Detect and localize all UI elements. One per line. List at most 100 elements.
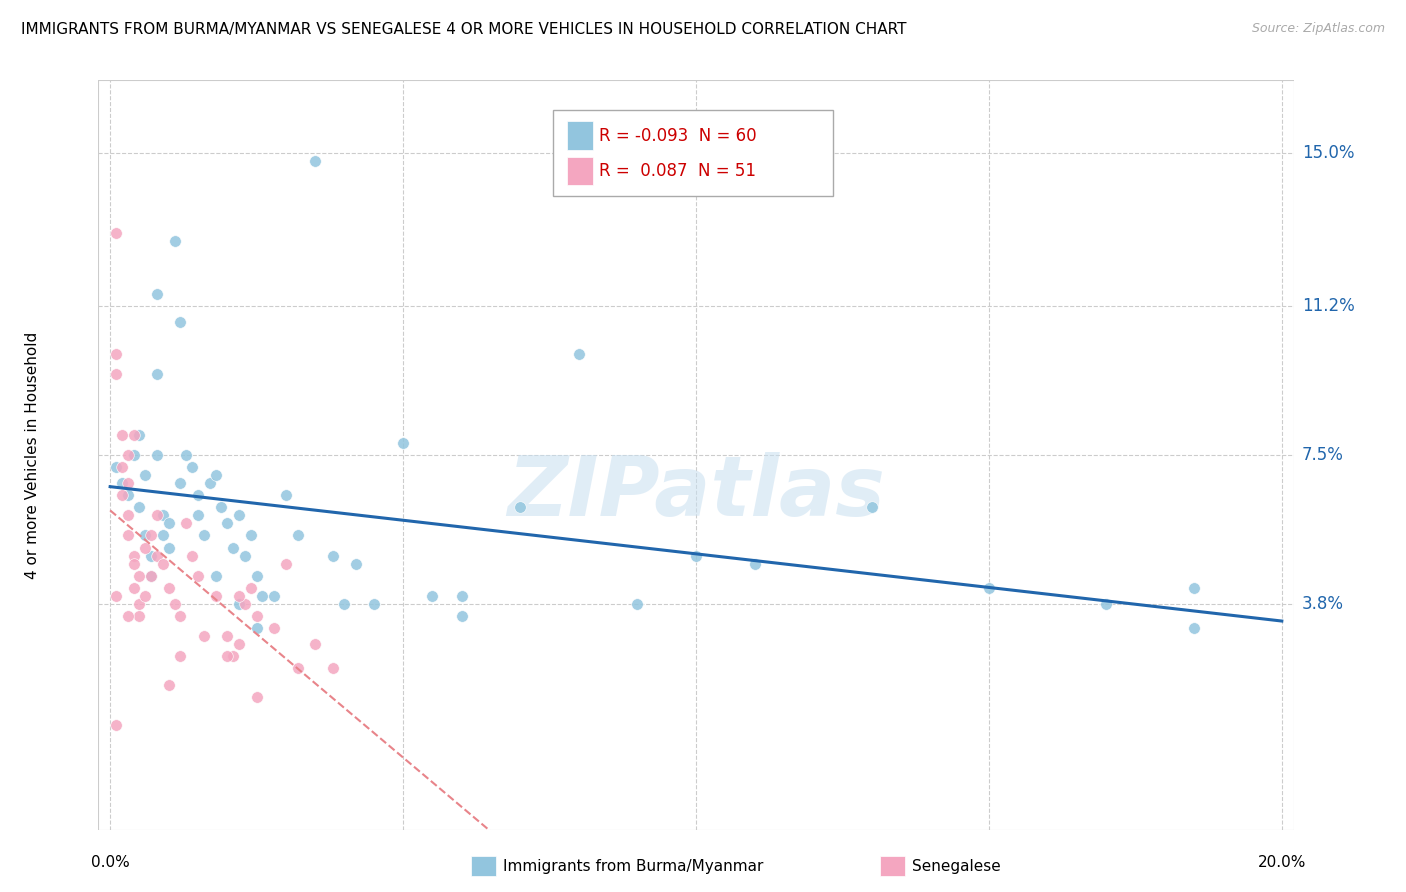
Point: [128, 427, 150, 442]
Point: [193, 528, 215, 542]
Text: 20.0%: 20.0%: [1257, 855, 1306, 870]
Text: 15.0%: 15.0%: [1302, 144, 1354, 161]
Point: [304, 637, 326, 651]
Point: [152, 528, 174, 542]
Point: [263, 621, 285, 635]
Point: [146, 448, 169, 462]
Point: [233, 597, 256, 611]
Point: [152, 508, 174, 523]
Point: [392, 435, 415, 450]
Point: [228, 637, 250, 651]
Point: [146, 549, 169, 563]
Point: [1095, 597, 1118, 611]
Point: [128, 568, 150, 582]
FancyBboxPatch shape: [567, 121, 593, 150]
Point: [217, 649, 239, 664]
Point: [304, 153, 326, 168]
Point: [626, 597, 648, 611]
Point: [252, 589, 274, 603]
Point: [141, 568, 163, 582]
Point: [222, 649, 245, 664]
Point: [246, 690, 269, 704]
Point: [128, 500, 150, 515]
Text: ZIPatlas: ZIPatlas: [508, 452, 884, 533]
Point: [1182, 581, 1205, 595]
Point: [122, 557, 145, 571]
Point: [105, 718, 128, 732]
Point: [246, 568, 269, 582]
Point: [274, 557, 297, 571]
Point: [117, 488, 139, 502]
Point: [105, 460, 128, 475]
Point: [344, 557, 367, 571]
Point: [122, 581, 145, 595]
Point: [217, 629, 239, 643]
Text: 7.5%: 7.5%: [1302, 446, 1344, 464]
Point: [163, 597, 186, 611]
Point: [117, 528, 139, 542]
Point: [450, 589, 472, 603]
Point: [509, 500, 531, 515]
Point: [111, 427, 134, 442]
Point: [422, 589, 444, 603]
Point: [204, 568, 226, 582]
Point: [322, 661, 344, 675]
Point: [204, 589, 226, 603]
Point: [211, 500, 233, 515]
Text: IMMIGRANTS FROM BURMA/MYANMAR VS SENEGALESE 4 OR MORE VEHICLES IN HOUSEHOLD CORR: IMMIGRANTS FROM BURMA/MYANMAR VS SENEGAL…: [21, 22, 907, 37]
Point: [322, 549, 344, 563]
Point: [111, 488, 134, 502]
Point: [193, 629, 215, 643]
Point: [122, 549, 145, 563]
Point: [134, 541, 156, 555]
Point: [274, 488, 297, 502]
Point: [239, 581, 262, 595]
Point: [169, 649, 191, 664]
Point: [228, 508, 250, 523]
Point: [134, 589, 156, 603]
Point: [228, 589, 250, 603]
Point: [169, 609, 191, 624]
Point: [198, 476, 221, 491]
Point: [117, 448, 139, 462]
Point: [239, 528, 262, 542]
Point: [333, 597, 356, 611]
Point: [163, 235, 186, 249]
Text: Source: ZipAtlas.com: Source: ZipAtlas.com: [1251, 22, 1385, 36]
Point: [105, 227, 128, 241]
Point: [204, 468, 226, 483]
Point: [141, 528, 163, 542]
Text: Immigrants from Burma/Myanmar: Immigrants from Burma/Myanmar: [503, 859, 763, 873]
Point: [111, 476, 134, 491]
Point: [228, 597, 250, 611]
Point: [217, 516, 239, 531]
Point: [105, 589, 128, 603]
Point: [287, 528, 309, 542]
Point: [222, 541, 245, 555]
Point: [134, 528, 156, 542]
Point: [450, 609, 472, 624]
Point: [128, 597, 150, 611]
Point: [146, 508, 169, 523]
Point: [860, 500, 883, 515]
Point: [246, 621, 269, 635]
Point: [744, 557, 766, 571]
Point: [105, 347, 128, 361]
Point: [174, 516, 197, 531]
Point: [169, 476, 191, 491]
FancyBboxPatch shape: [553, 111, 834, 196]
Point: [363, 597, 385, 611]
Point: [187, 568, 209, 582]
Point: [187, 488, 209, 502]
Point: [287, 661, 309, 675]
Point: [134, 468, 156, 483]
Point: [105, 368, 128, 382]
Point: [128, 609, 150, 624]
Point: [117, 508, 139, 523]
Text: 3.8%: 3.8%: [1302, 595, 1344, 613]
Point: [187, 508, 209, 523]
Text: 4 or more Vehicles in Household: 4 or more Vehicles in Household: [25, 331, 41, 579]
FancyBboxPatch shape: [567, 157, 593, 186]
Point: [181, 460, 204, 475]
Point: [152, 557, 174, 571]
